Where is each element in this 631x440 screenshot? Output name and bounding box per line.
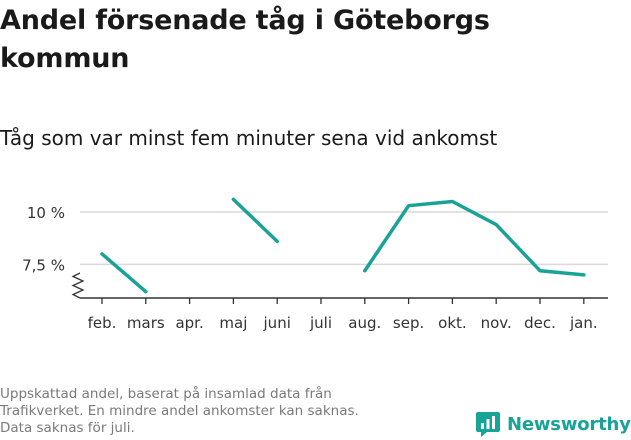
x-tick-label: juni [263,314,291,332]
x-axis [71,272,608,299]
y-tick-label: 10 % [27,204,65,222]
x-tick-label: dec. [524,314,556,332]
x-tick-label: nov. [481,314,512,332]
footnote-line: Data saknas för juli. [0,420,135,436]
brand-logo: Newsworthy [475,408,631,440]
footnote: Uppskattad andel, baserat på insamlad da… [0,386,430,437]
chart-title: Andel försenade tåg i Göteborgs kommun [0,5,490,74]
footnote-line: Trafikverket. En mindre andel ankomster … [0,403,359,419]
gridlines [80,211,608,266]
footnote-line: Uppskattad andel, baserat på insamlad da… [0,386,332,402]
y-axis-ticks: 7,5 % 10 % [22,204,65,274]
brand-name: Newsworthy [507,413,631,435]
x-tick-label: aug. [348,314,381,332]
chart-subtitle: Tåg som var minst fem minuter sena vid a… [0,126,498,150]
series-line [231,197,279,244]
x-tick-label: juli [309,314,332,332]
series-line [363,199,586,277]
x-axis-ticks: feb. mars apr. maj juni juli aug. sep. okt. nov. d… [88,298,598,332]
y-tick-label: 7,5 % [22,256,65,274]
x-tick-label: sep. [393,314,424,332]
axis-break-icon [71,272,85,299]
x-tick-label: apr. [175,314,203,332]
line-chart: 7,5 % 10 % feb. mars apr. maj juni juli aug. sep… [22,197,608,332]
x-tick-label: maj [219,314,247,332]
x-tick-label: mars [127,314,165,332]
newsworthy-logo-icon [476,412,500,437]
x-tick-label: jan. [569,314,598,332]
series-line [100,252,148,294]
x-tick-label: okt. [438,314,467,332]
series-lines [100,197,586,294]
x-tick-label: feb. [88,314,117,332]
